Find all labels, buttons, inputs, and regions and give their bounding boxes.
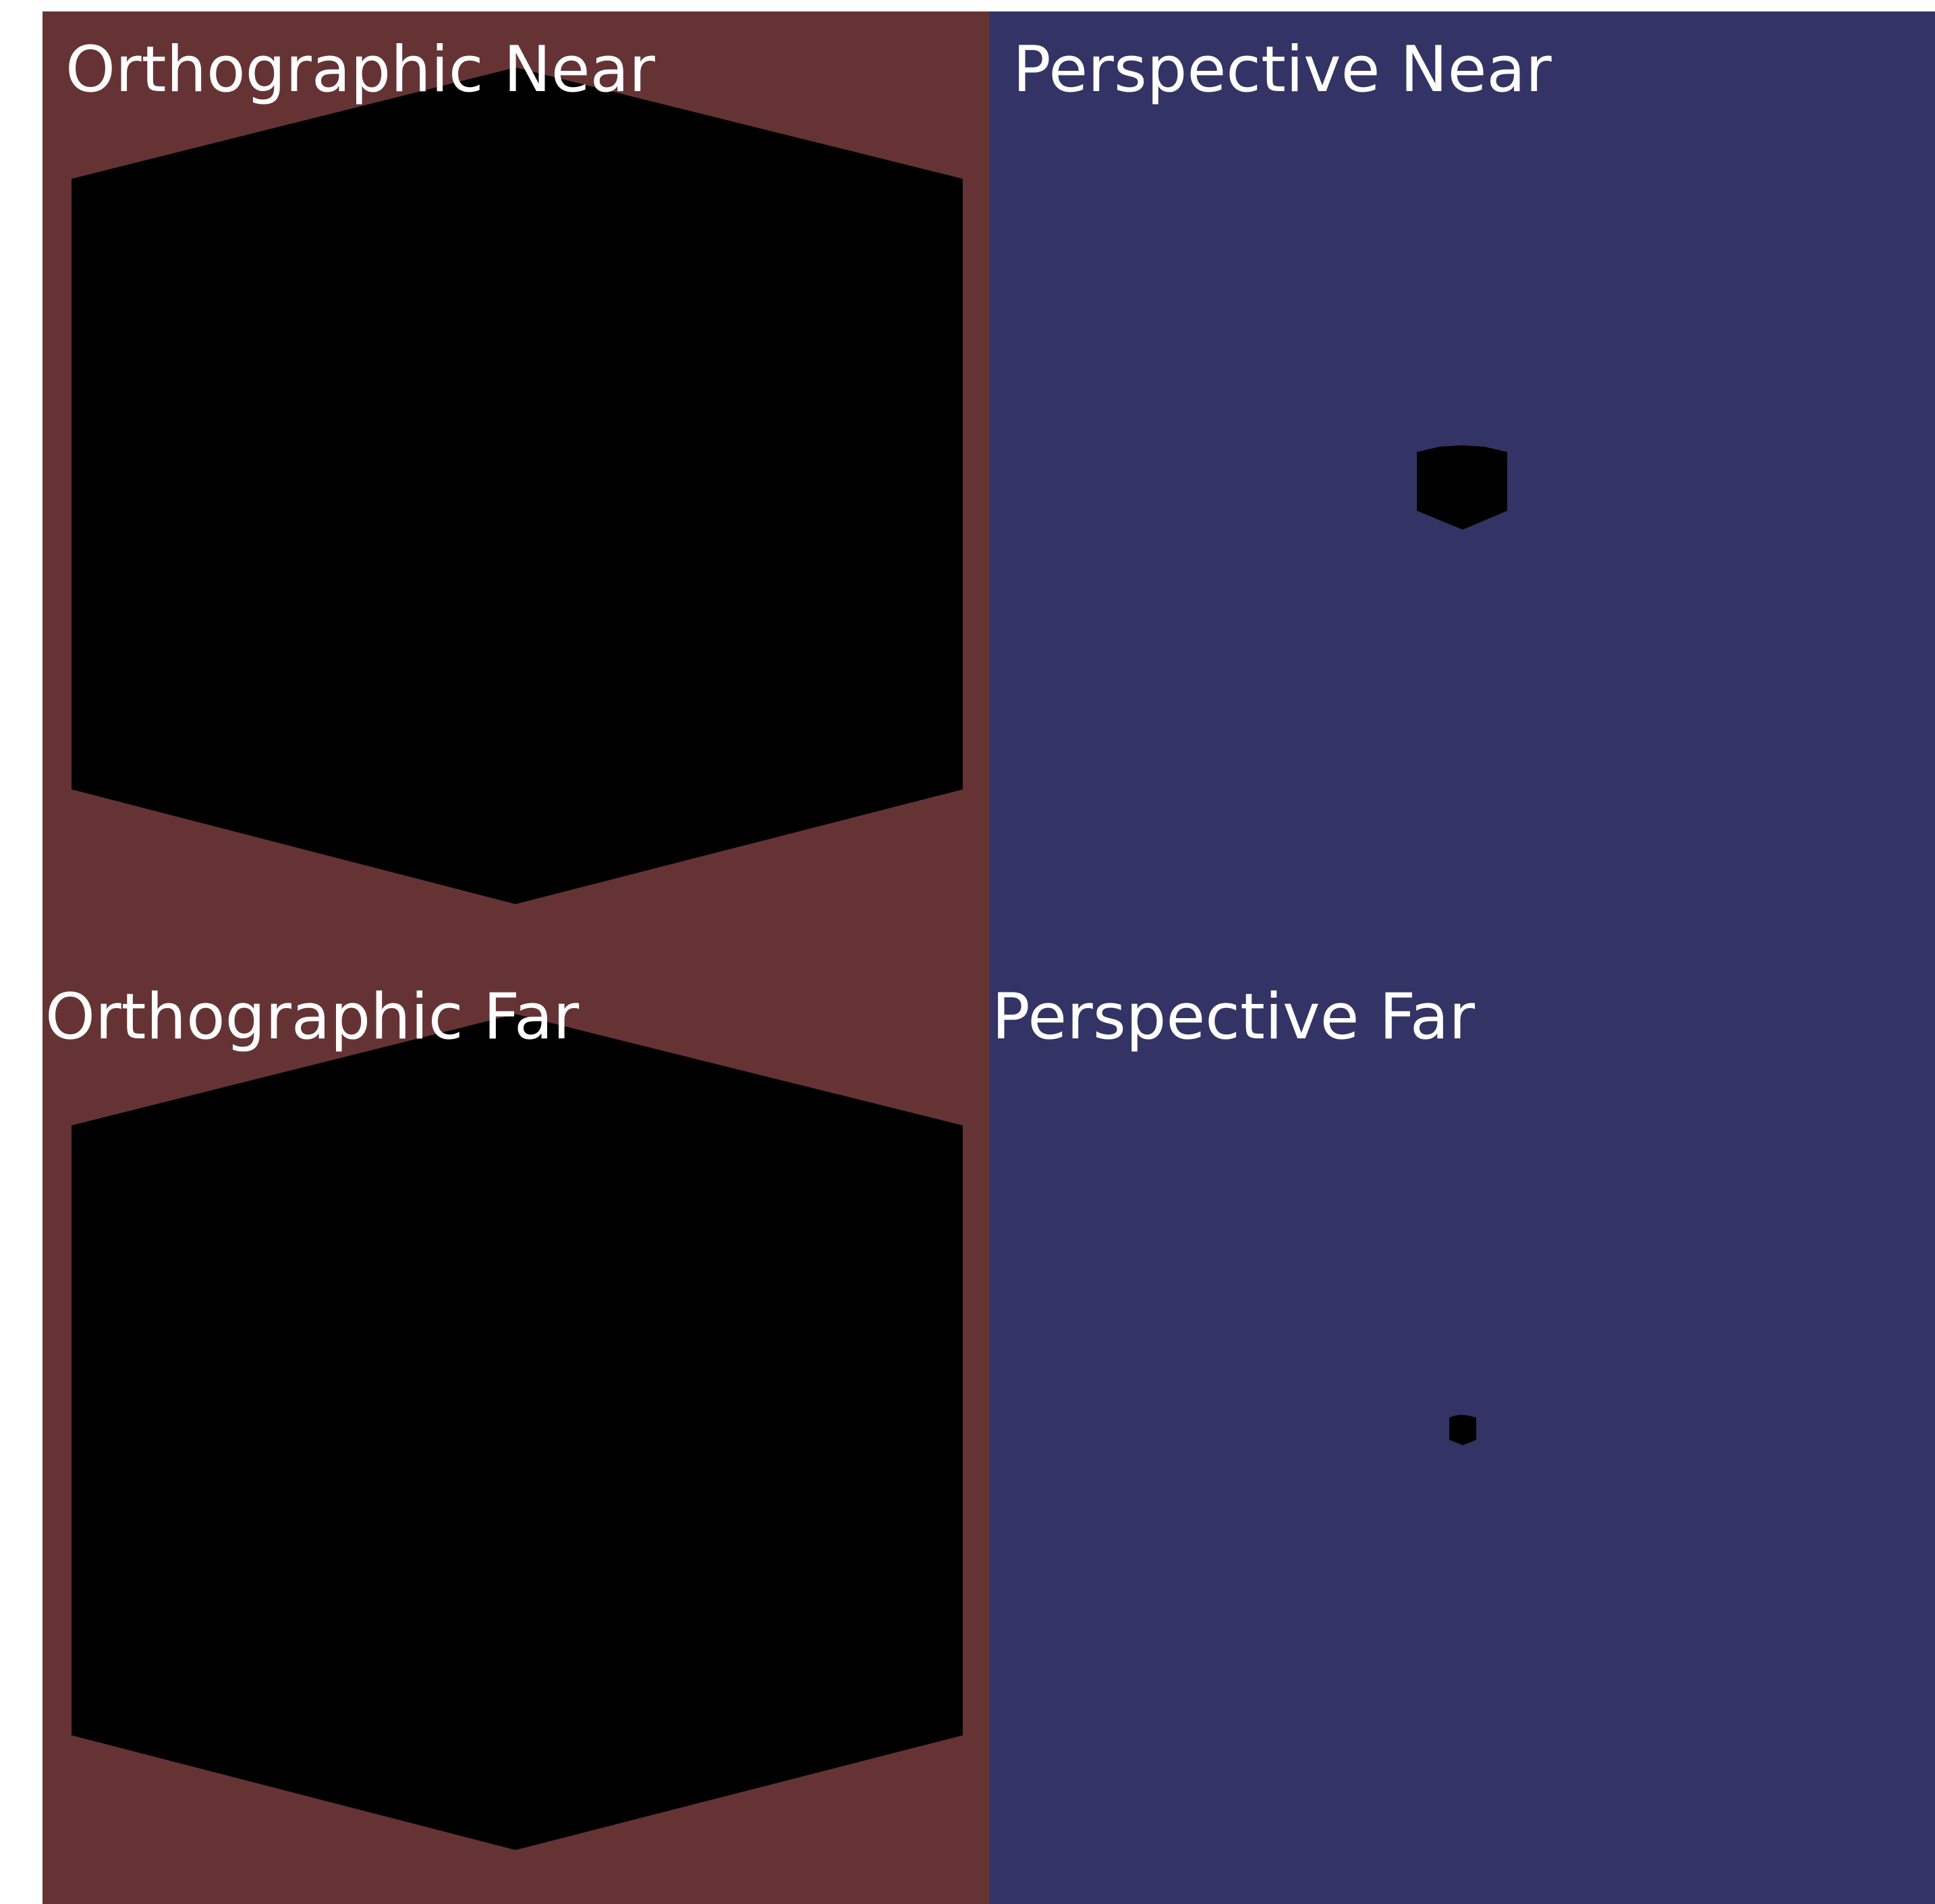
cube-render (72, 1014, 963, 1850)
cube-render (72, 67, 963, 904)
cube-shape (1417, 445, 1507, 530)
viewport-perspective-near[interactable]: Perspective Near (989, 11, 1935, 958)
viewport-label: Orthographic Far (45, 980, 580, 1054)
cube-render (1449, 1415, 1476, 1445)
viewport-perspective-far[interactable]: Perspective Far (989, 958, 1935, 1904)
cube-shape (1449, 1415, 1476, 1445)
cube-shape (72, 67, 963, 904)
viewport-label: Perspective Near (1013, 33, 1552, 107)
viewport-orthographic-near[interactable]: Orthographic Near (43, 11, 989, 958)
viewport-orthographic-far[interactable]: Orthographic Far (43, 958, 989, 1904)
viewport-label: Perspective Far (992, 980, 1475, 1054)
viewport-label: Orthographic Near (65, 33, 655, 107)
cube-shape (72, 1014, 963, 1850)
cube-render (1417, 445, 1507, 530)
